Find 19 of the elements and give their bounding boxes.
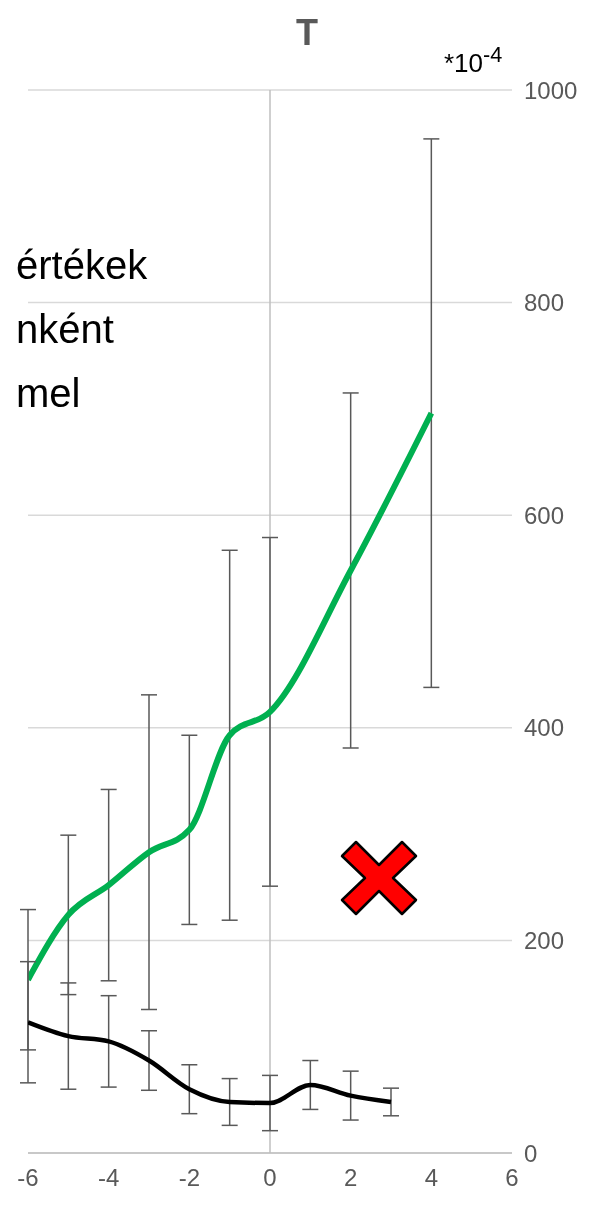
y-tick-label: 800 (524, 289, 565, 317)
y-tick-label: 1000 (524, 76, 578, 104)
y-tick-label: 400 (524, 714, 565, 742)
line-series (28, 1020, 394, 1106)
x-tick-label: 4 (424, 1164, 439, 1192)
annotation: mel (16, 371, 81, 416)
y-tick-label: 600 (524, 501, 565, 529)
chart-title: T (296, 12, 318, 53)
annotation: értékek (16, 243, 148, 288)
y-tick-label: 0 (524, 1139, 538, 1167)
x-tick-label: -2 (178, 1164, 201, 1192)
x-tick-label: -6 (17, 1164, 39, 1192)
x-tick-label: -4 (97, 1164, 120, 1192)
x-tick-label: 2 (343, 1164, 358, 1192)
x-tick-label: 0 (263, 1164, 277, 1192)
y-tick-label: 200 (524, 926, 565, 954)
annotation: nként (16, 307, 114, 352)
text: *10$^{-4}$ (444, 42, 503, 79)
x-tick-label: 6 (505, 1164, 519, 1192)
